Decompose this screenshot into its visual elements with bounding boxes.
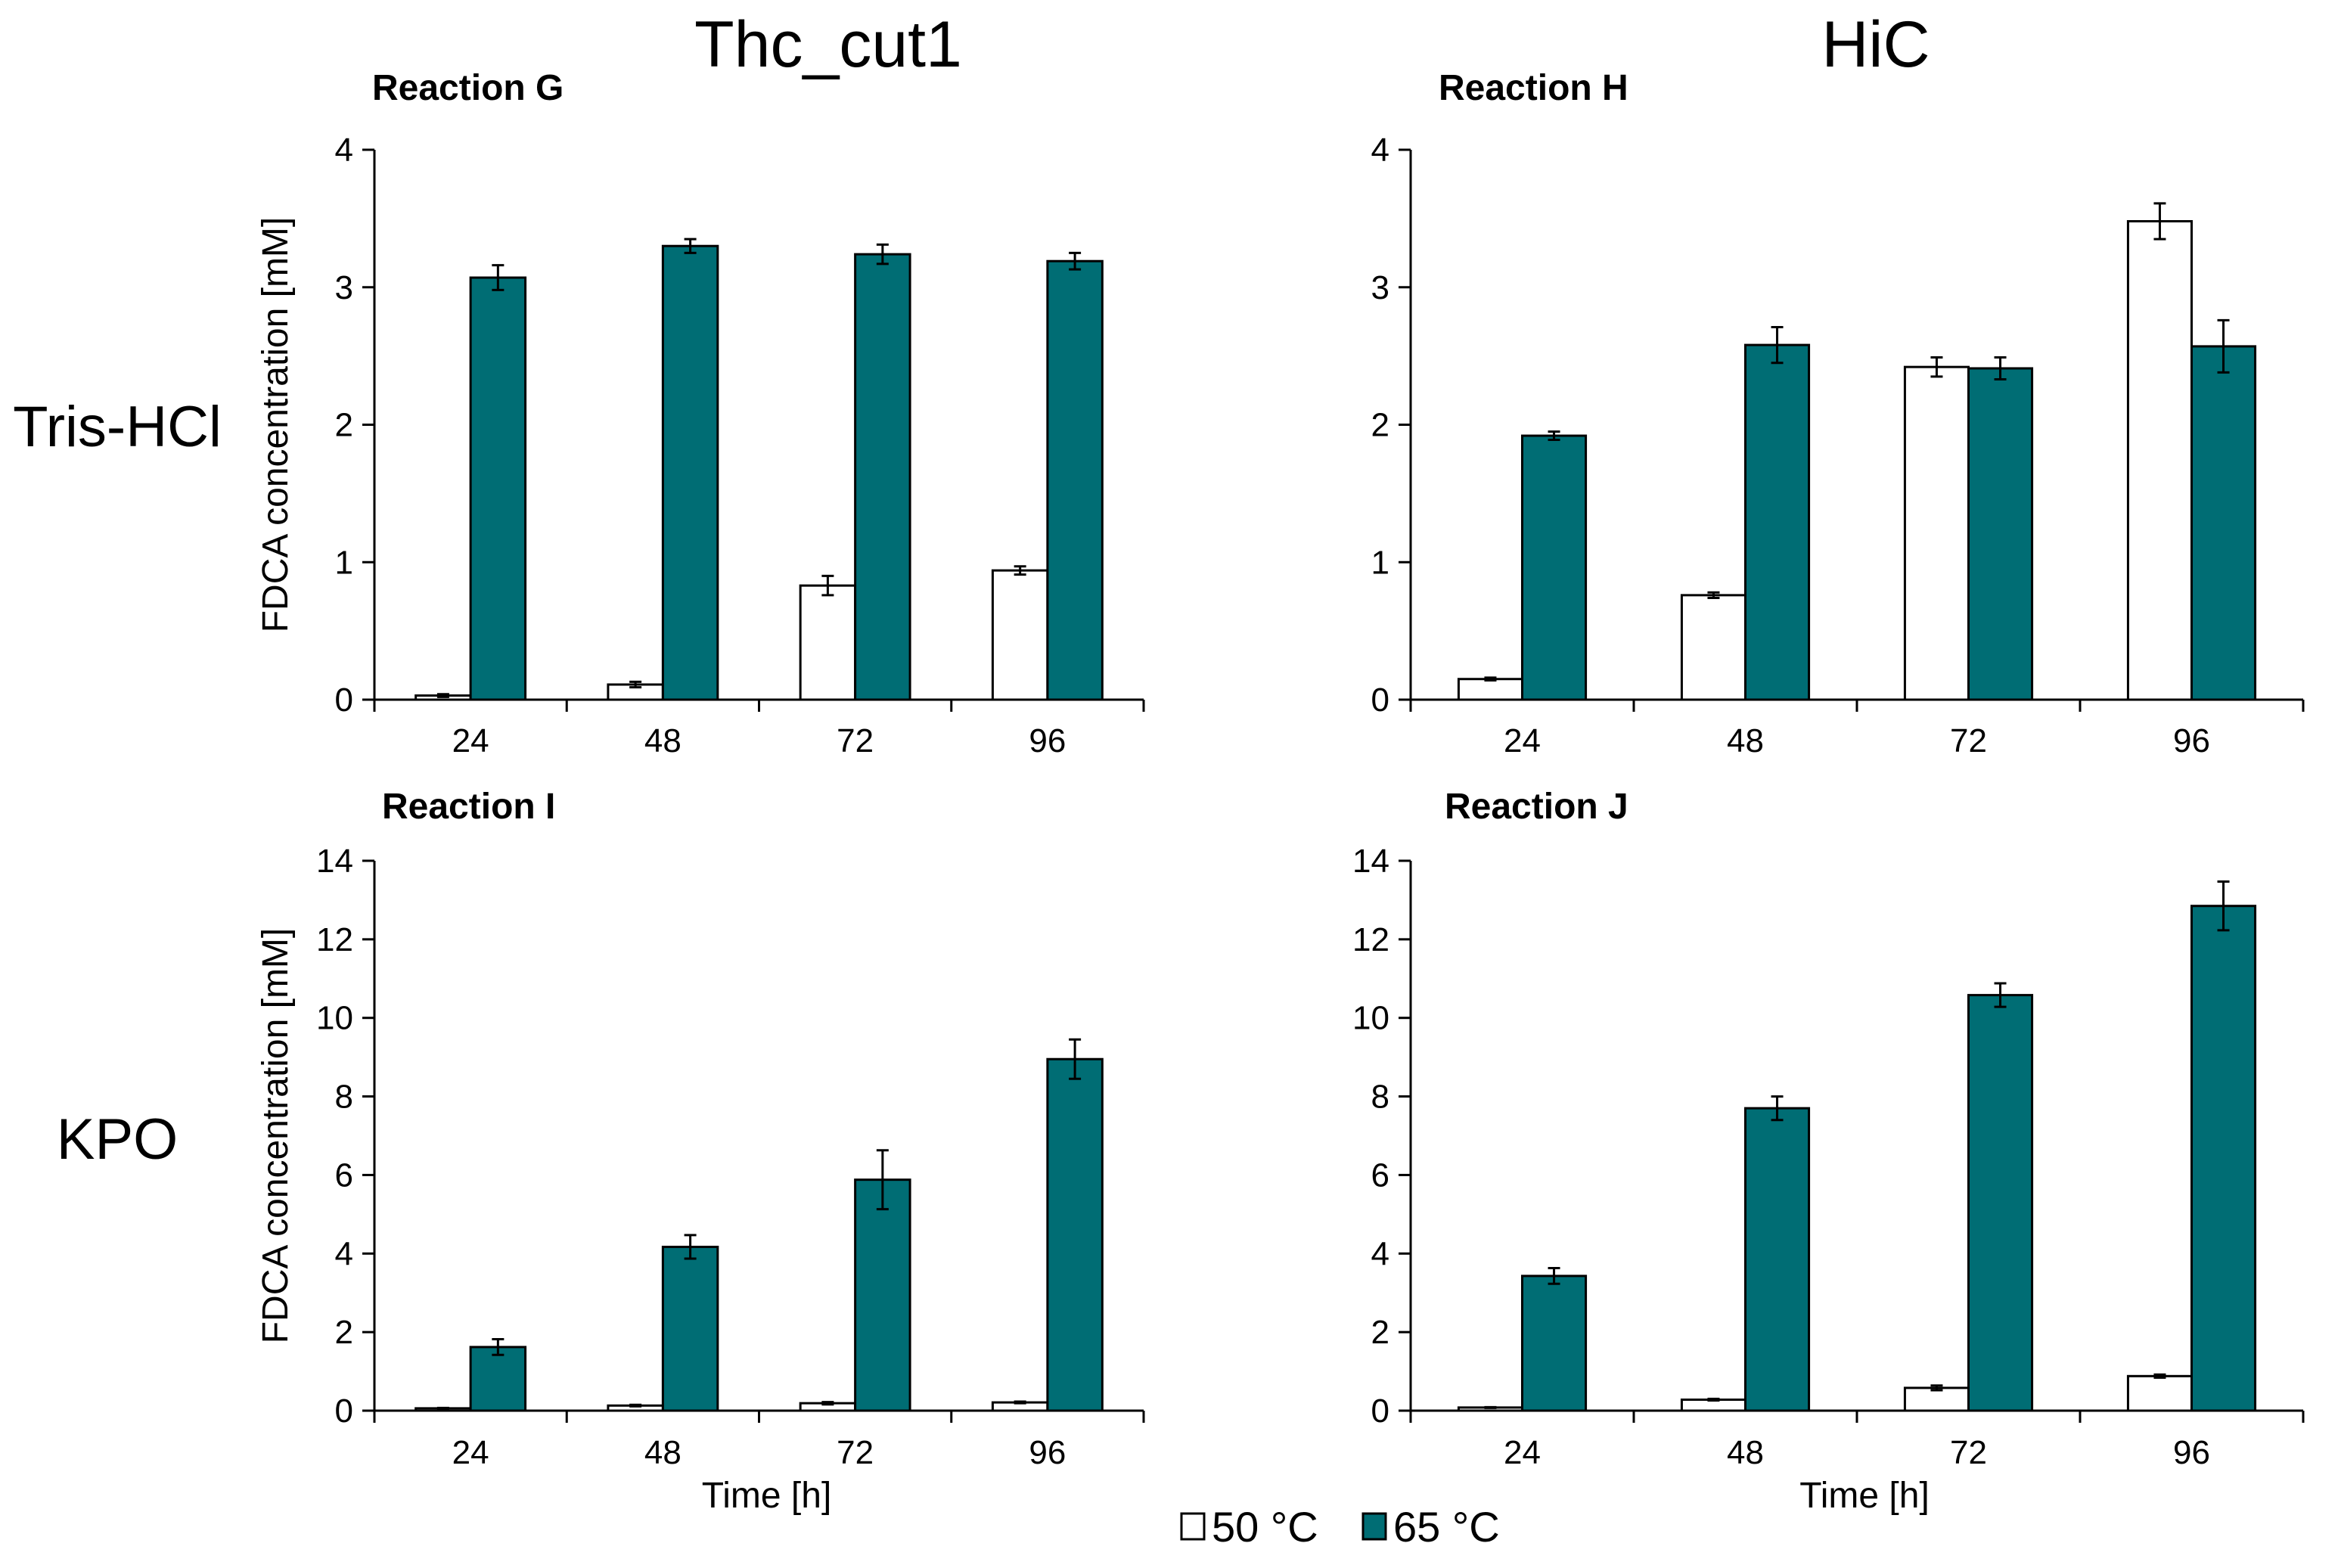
chart-reaction-h: Reaction H 0 1 2 3 4 24 48 72 96 [1371,68,2305,759]
y-tick-label: 8 [1371,1079,1389,1116]
column-headers: Thc_cut1 HiC [694,8,1930,81]
y-tick-label: 4 [1371,1235,1389,1272]
bar-65-c-24 [469,276,527,701]
bar-65-c-72 [854,1178,911,1412]
bar-65-c-96 [1046,259,1104,701]
y-tick-label: 6 [1371,1157,1389,1194]
x-tick-label: 24 [1504,1434,1541,1471]
x-tick-label: 72 [1950,1434,1987,1471]
y-tick-label: 2 [335,407,353,444]
x-tick-label: 96 [2173,722,2210,759]
bar-65-c-48 [661,244,719,701]
row-headers: Tris-HCl KPO [13,395,222,1172]
x-tick-label: 24 [1504,722,1541,759]
legend-swatch-65c [1361,1512,1387,1541]
y-tick-label: 4 [1371,132,1389,169]
x-tick-label: 72 [837,722,874,759]
bar-65-c-72 [1967,367,2034,701]
bar-50-c-96 [991,569,1049,701]
x-tick-label: 72 [1950,722,1987,759]
y-tick-label: 14 [316,843,353,880]
y-tick-label: 14 [1352,843,1389,880]
y-tick-label: 3 [1371,269,1389,306]
bar-65-c-96 [2190,905,2257,1412]
y-tick-label: 2 [1371,1314,1389,1351]
x-tick-label: 48 [644,722,681,759]
x-tick-label: 72 [837,1434,874,1471]
y-tick-label: 12 [316,921,353,958]
bar-50-c-48 [1680,594,1747,701]
x-tick-label: 48 [1727,1434,1764,1471]
chart-title: Reaction H [1439,68,1628,108]
legend-swatch-50c [1180,1512,1206,1541]
bar-65-c-72 [1967,994,2034,1412]
chart-title: Reaction I [382,787,555,827]
y-tick-label: 10 [1352,1000,1389,1037]
bar-65-c-96 [2190,345,2257,701]
y-tick-label: 0 [1371,682,1389,719]
legend-label-50c: 50 °C [1212,1503,1318,1551]
x-tick-label: 48 [1727,722,1764,759]
x-axis-title: Time [h] [1799,1476,1930,1516]
bar-65-c-24 [1521,1275,1588,1412]
bar-65-c-48 [1744,1107,1811,1412]
legend: 50 °C 65 °C [1180,1503,1500,1551]
chart-title: Reaction G [372,68,564,108]
x-tick-label: 96 [1029,722,1066,759]
y-tick-label: 12 [1352,921,1389,958]
y-tick-label: 3 [335,269,353,306]
bar-50-c-96 [2126,1374,2194,1412]
chart-reaction-g: Reaction G 0 1 2 3 4 24 48 72 96 FDCA concentratio… [256,68,1145,759]
y-tick-label: 4 [335,1235,353,1272]
column-header-hic: HiC [1821,8,1930,81]
y-axis-title: FDCA concentration [mM] [256,217,296,633]
chart-title: Reaction J [1445,787,1628,827]
y-tick-label: 0 [335,682,353,719]
bar-50-c-96 [2126,220,2194,701]
y-tick-label: 2 [335,1314,353,1351]
y-tick-label: 0 [1371,1393,1389,1430]
x-axis-title: Time [h] [702,1476,832,1516]
bar-50-c-72 [1903,365,1970,701]
column-header-thc-cut1: Thc_cut1 [694,8,962,81]
bar-65-c-96 [1046,1057,1104,1412]
legend-label-65c: 65 °C [1393,1503,1500,1551]
x-tick-label: 48 [644,1434,681,1471]
bar-65-c-24 [469,1346,527,1412]
x-tick-label: 24 [452,722,489,759]
row-header-kpo: KPO [57,1107,179,1172]
y-tick-label: 4 [335,132,353,169]
bar-65-c-48 [1744,343,1811,701]
bar-50-c-72 [799,584,857,701]
y-tick-label: 6 [335,1157,353,1194]
y-tick-label: 1 [1371,544,1389,581]
x-tick-label: 96 [2173,1434,2210,1471]
y-tick-label: 10 [316,1000,353,1037]
y-tick-label: 1 [335,544,353,581]
y-tick-label: 2 [1371,407,1389,444]
row-header-tris-hcl: Tris-HCl [13,395,222,459]
y-axis-title: FDCA concentration [mM] [256,928,296,1344]
bar-65-c-24 [1521,434,1588,701]
x-tick-label: 24 [452,1434,489,1471]
y-tick-label: 8 [335,1079,353,1116]
bar-50-c-24 [1457,678,1524,701]
bar-65-c-48 [661,1245,719,1412]
y-tick-label: 0 [335,1393,353,1430]
x-tick-label: 96 [1029,1434,1066,1471]
bar-65-c-72 [854,253,911,701]
